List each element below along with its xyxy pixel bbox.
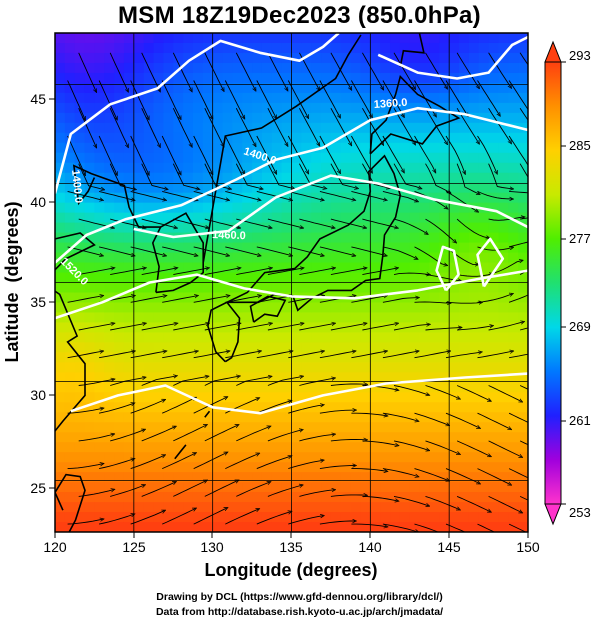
y-axis-label: Latitude (degrees) [2, 201, 22, 362]
y-tick-label: 25 [30, 480, 46, 496]
chart-title: MSM 18Z19Dec2023 (850.0hPa) [118, 2, 481, 29]
temperature-field [55, 33, 528, 532]
x-tick-label: 135 [279, 539, 303, 555]
colorbar-body [544, 61, 562, 505]
x-tick-label: 130 [200, 539, 224, 555]
x-tick-label: 150 [516, 539, 540, 555]
coastlines [55, 33, 461, 532]
colorbar-tick-label: 253 [569, 505, 591, 520]
contour-label-1460: 1460.0 [212, 229, 246, 242]
colorbar-top-triangle [544, 40, 562, 63]
height-contours [55, 33, 528, 415]
y-tick-label: 45 [30, 91, 46, 107]
x-tick-label: 125 [122, 539, 146, 555]
colorbar-tick-label: 261 [569, 413, 591, 428]
colorbar-tick-label: 277 [569, 231, 591, 246]
credit-line-data: Data from http://database.rish.kyoto-u.a… [155, 606, 444, 618]
contour-label-1400-west: 1400.0 [69, 169, 84, 204]
y-tick-label: 35 [30, 294, 46, 310]
x-tick-label: 140 [358, 539, 382, 555]
credit-line-drawing: Drawing by DCL (https://www.gfd-dennou.o… [156, 591, 443, 603]
y-tick-label: 40 [30, 194, 46, 210]
contour-label-1360: 1360.0 [373, 97, 407, 111]
colorbar-tick-label: 269 [569, 319, 591, 334]
x-tick-label: 120 [43, 539, 67, 555]
y-tick-label: 30 [30, 387, 46, 403]
credits: Drawing by DCL (https://www.gfd-dennou.o… [0, 590, 599, 620]
x-tick-label: 145 [437, 539, 461, 555]
colorbar-tick-label: 285 [569, 138, 591, 153]
x-axis-label: Longitude (degrees) [204, 560, 377, 580]
x-axis-ticks: 120 125 130 135 140 145 150 [43, 532, 540, 555]
map-plot-area [55, 33, 528, 532]
colorbar-bottom-triangle [544, 503, 562, 526]
colorbar: 253 261 269 277 285 293 [544, 40, 591, 526]
colorbar-tick-label: 293 [569, 48, 591, 63]
latlon-grid [55, 33, 528, 532]
y-axis-ticks: 25 30 35 40 45 [30, 91, 55, 496]
